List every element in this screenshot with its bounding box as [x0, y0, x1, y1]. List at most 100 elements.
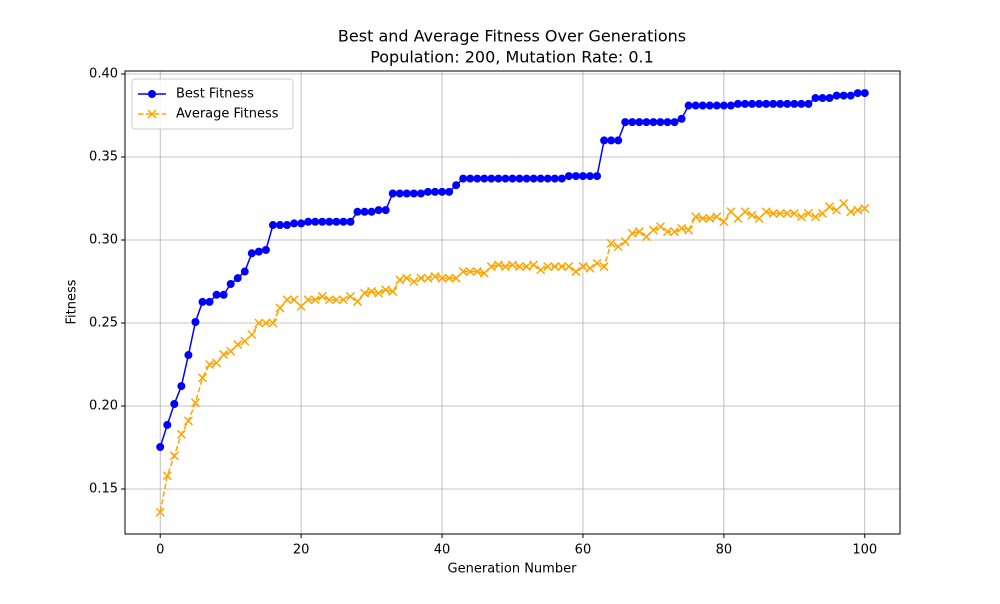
data-point [839, 91, 848, 100]
data-point [331, 295, 341, 305]
data-point [592, 258, 602, 268]
data-point [571, 267, 581, 277]
data-point [691, 212, 701, 222]
data-point [261, 318, 271, 328]
data-point [846, 91, 855, 100]
x-tick-label: 80 [716, 543, 733, 558]
data-point [761, 207, 771, 217]
data-point [233, 340, 243, 350]
data-point [325, 217, 334, 226]
data-point [472, 267, 482, 277]
data-point [747, 210, 757, 220]
data-point [677, 114, 686, 123]
data-point [571, 172, 580, 181]
data-point [613, 242, 623, 252]
data-point [600, 136, 609, 145]
x-tick-label: 20 [293, 543, 310, 558]
data-point [529, 260, 539, 270]
data-point [796, 212, 806, 222]
data-point [550, 262, 560, 272]
data-point [289, 295, 299, 305]
data-point [332, 217, 341, 226]
data-point [177, 382, 186, 391]
data-point [684, 101, 693, 110]
y-tick-label: 0.20 [89, 399, 118, 414]
data-point [564, 172, 573, 181]
data-point [352, 296, 363, 306]
data-point [458, 267, 468, 277]
data-point [515, 174, 524, 183]
data-point [163, 420, 172, 429]
data-point [628, 118, 637, 127]
data-point [515, 262, 525, 272]
data-point [818, 94, 827, 103]
data-point [254, 247, 263, 256]
x-axis-label: Generation Number [448, 562, 578, 577]
data-point [853, 205, 863, 215]
data-point [670, 227, 680, 237]
data-point [338, 295, 348, 305]
data-point [740, 207, 750, 217]
data-point [162, 471, 172, 481]
chart-subtitle: Population: 200, Mutation Rate: 0.1 [370, 48, 654, 67]
data-point [529, 174, 538, 183]
data-point [445, 187, 454, 196]
data-point [783, 99, 792, 108]
data-point [283, 221, 292, 230]
data-point [254, 318, 264, 328]
data-point [345, 291, 355, 301]
data-point [607, 136, 616, 145]
legend-box [131, 78, 294, 130]
data-point [536, 174, 545, 183]
y-tick-label: 0.40 [89, 66, 118, 81]
data-point [656, 118, 665, 127]
data-point [317, 291, 327, 301]
data-point [705, 213, 715, 223]
data-point [804, 99, 813, 108]
data-point [423, 187, 432, 196]
data-point [367, 207, 376, 216]
data-point [486, 262, 496, 272]
data-point [614, 136, 623, 145]
data-point [564, 262, 574, 272]
data-point [627, 228, 637, 238]
data-point [374, 288, 384, 298]
data-point [522, 174, 531, 183]
data-point [853, 89, 862, 98]
data-point [430, 271, 440, 282]
y-tick-label: 0.25 [89, 316, 118, 331]
data-point [642, 118, 651, 127]
data-point [233, 274, 242, 283]
data-point [825, 202, 835, 212]
x-tick-label: 40 [434, 543, 451, 558]
data-point [670, 118, 679, 127]
data-point [585, 263, 595, 273]
data-point [339, 217, 348, 226]
grid-layer [125, 71, 900, 534]
data-point [402, 273, 412, 283]
data-point [797, 99, 806, 108]
data-point [733, 99, 742, 108]
data-point [557, 174, 566, 183]
data-point [839, 198, 849, 209]
legend-marker [147, 109, 157, 119]
data-point [860, 203, 870, 213]
data-point [184, 351, 193, 360]
data-point [768, 208, 778, 218]
data-point [662, 227, 673, 237]
data-point [205, 297, 214, 306]
data-point [726, 207, 736, 217]
data-point [507, 260, 518, 270]
data-point [719, 217, 729, 227]
data-point [353, 207, 362, 216]
data-point [557, 262, 567, 272]
data-point [825, 94, 834, 103]
data-point [205, 359, 215, 370]
data-point [817, 208, 828, 218]
data-point [550, 174, 559, 183]
data-point [296, 301, 306, 311]
data-point [212, 290, 221, 299]
data-point [811, 94, 820, 103]
data-point [508, 174, 517, 183]
